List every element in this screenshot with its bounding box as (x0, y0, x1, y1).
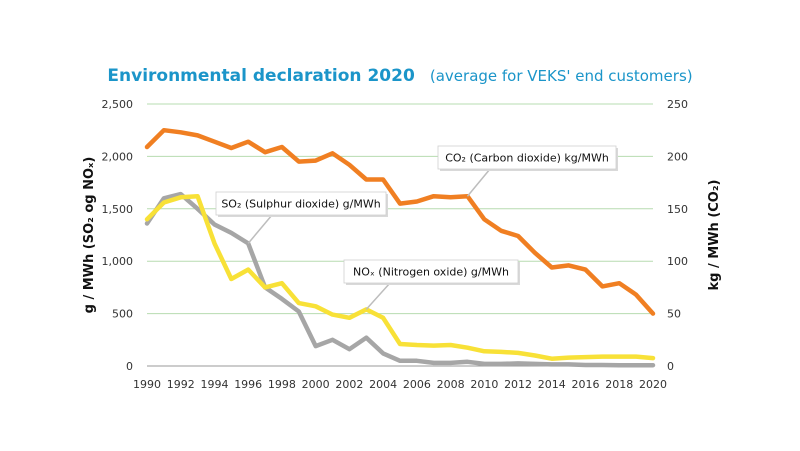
chart-title: Environmental declaration 2020 (107, 66, 415, 86)
y-tick-left: 1,500 (102, 203, 134, 216)
x-tick: 2006 (403, 378, 431, 391)
y-tick-right: 150 (667, 203, 688, 216)
legend-label: CO₂ (Carbon dioxide) kg/MWh (445, 152, 609, 165)
nox-line (144, 193, 656, 361)
x-tick: 2004 (369, 378, 397, 391)
x-tick: 1994 (200, 378, 228, 391)
y-axis-left-label: g / MWh (SO₂ og NOₓ) (82, 157, 97, 314)
x-tick: 2018 (605, 378, 633, 391)
y-tick-right: 100 (667, 255, 688, 268)
y-tick-left: 2,500 (102, 98, 134, 111)
x-tick: 2016 (572, 378, 600, 391)
callout-box (437, 145, 617, 170)
legend-label: SO₂ (Sulphur dioxide) g/MWh (221, 198, 380, 211)
y-tick-right: 250 (667, 98, 688, 111)
y-axis-right-label: kg / MWh (CO₂) (707, 180, 722, 291)
callout-pointer (466, 168, 491, 197)
legend-label: NOₓ (Nitrogen oxide) g/MWh (353, 266, 509, 279)
y-tick-right: 0 (667, 360, 674, 373)
x-tick: 2002 (335, 378, 363, 391)
so2-line (144, 191, 656, 368)
y-tick-right: 200 (667, 150, 688, 163)
callout-box (343, 259, 519, 284)
y-tick-right: 50 (667, 308, 681, 321)
x-tick: 1990 (133, 378, 161, 391)
x-tick: 2000 (302, 378, 330, 391)
x-tick: 1992 (167, 378, 195, 391)
x-tick: 2014 (538, 378, 566, 391)
co2-line (144, 127, 656, 316)
y-tick-left: 1,000 (102, 255, 134, 268)
series-lines (144, 127, 656, 368)
y-tick-left: 0 (126, 360, 133, 373)
y-tick-left: 2,000 (102, 150, 134, 163)
callout-box (215, 191, 387, 216)
callout-pointer (365, 282, 391, 310)
x-tick: 2010 (470, 378, 498, 391)
chart-subtitle: (average for VEKS' end customers) (430, 67, 693, 85)
x-tick: 1996 (234, 378, 262, 391)
x-tick: 2020 (639, 378, 667, 391)
x-tick: 1998 (268, 378, 296, 391)
callout-pointer (247, 214, 273, 244)
chart-title-group: Environmental declaration 2020 (average … (107, 66, 692, 86)
y-tick-left: 500 (112, 308, 133, 321)
x-tick: 2012 (504, 378, 532, 391)
x-tick: 2008 (437, 378, 465, 391)
legend-callouts: CO₂ (Carbon dioxide) kg/MWh SO₂ (Sulphur … (215, 145, 618, 310)
axes: 0 0 500 50 1,000 100 1,500 150 2,000 200 2,500 250 1… (102, 98, 689, 391)
